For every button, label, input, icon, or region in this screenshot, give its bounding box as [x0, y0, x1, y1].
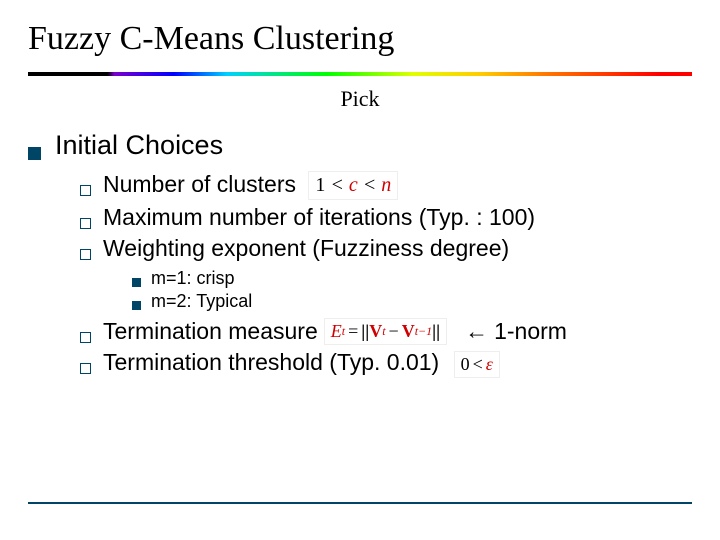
list-item: Termination threshold (Typ. 0.01) 0<ε: [80, 349, 692, 378]
list-item: m=2: Typical: [132, 291, 692, 312]
clusters-label: Number of clusters: [103, 171, 296, 197]
arrow-left-icon: ←: [465, 318, 488, 345]
list-item: m=1: crisp: [132, 268, 692, 289]
maxiter-label: Maximum number of iterations (Typ. : 100…: [103, 204, 535, 231]
heading-row: Initial Choices: [28, 130, 692, 161]
math-et-norm: Et=||Vt−Vt−1||: [324, 318, 447, 345]
list-item: Number of clusters 1 < c < n: [80, 171, 692, 200]
rainbow-divider: [28, 72, 692, 76]
heading-text: Initial Choices: [55, 130, 223, 161]
list-item: Weighting exponent (Fuzziness degree): [80, 235, 692, 262]
bullet-small-icon: [132, 301, 141, 310]
math-eps-inequality: 0<ε: [454, 351, 500, 378]
bullet-hollow-icon: [80, 363, 91, 374]
bullet-hollow-icon: [80, 185, 91, 196]
m1-label: m=1: crisp: [151, 268, 235, 289]
weight-label: Weighting exponent (Fuzziness degree): [103, 235, 509, 262]
subtitle: Pick: [0, 86, 720, 112]
level3-list: m=1: crisp m=2: Typical: [80, 268, 692, 312]
term-thresh-row: Termination threshold (Typ. 0.01) 0<ε: [103, 349, 500, 378]
bullet-filled-icon: [28, 147, 41, 160]
content-area: Initial Choices Number of clusters 1 < c…: [0, 112, 720, 378]
bullet-hollow-icon: [80, 249, 91, 260]
bullet-hollow-icon: [80, 332, 91, 343]
norm-label: 1-norm: [494, 318, 567, 345]
bullet-small-icon: [132, 278, 141, 287]
term-measure-row: Termination measure Et=||Vt−Vt−1|| ← 1-n…: [103, 318, 692, 345]
math-inequality: 1 < c < n: [308, 171, 398, 200]
bottom-divider: [28, 502, 692, 504]
list-item: Termination measure Et=||Vt−Vt−1|| ← 1-n…: [80, 318, 692, 345]
level2-list: Number of clusters 1 < c < n Maximum num…: [28, 171, 692, 378]
term-thresh-label: Termination threshold (Typ. 0.01): [103, 349, 439, 375]
item-label: Number of clusters 1 < c < n: [103, 171, 398, 200]
slide-title: Fuzzy C-Means Clustering: [0, 0, 720, 58]
bullet-hollow-icon: [80, 218, 91, 229]
term-measure-label: Termination measure: [103, 318, 318, 345]
list-item: Maximum number of iterations (Typ. : 100…: [80, 204, 692, 231]
m2-label: m=2: Typical: [151, 291, 252, 312]
